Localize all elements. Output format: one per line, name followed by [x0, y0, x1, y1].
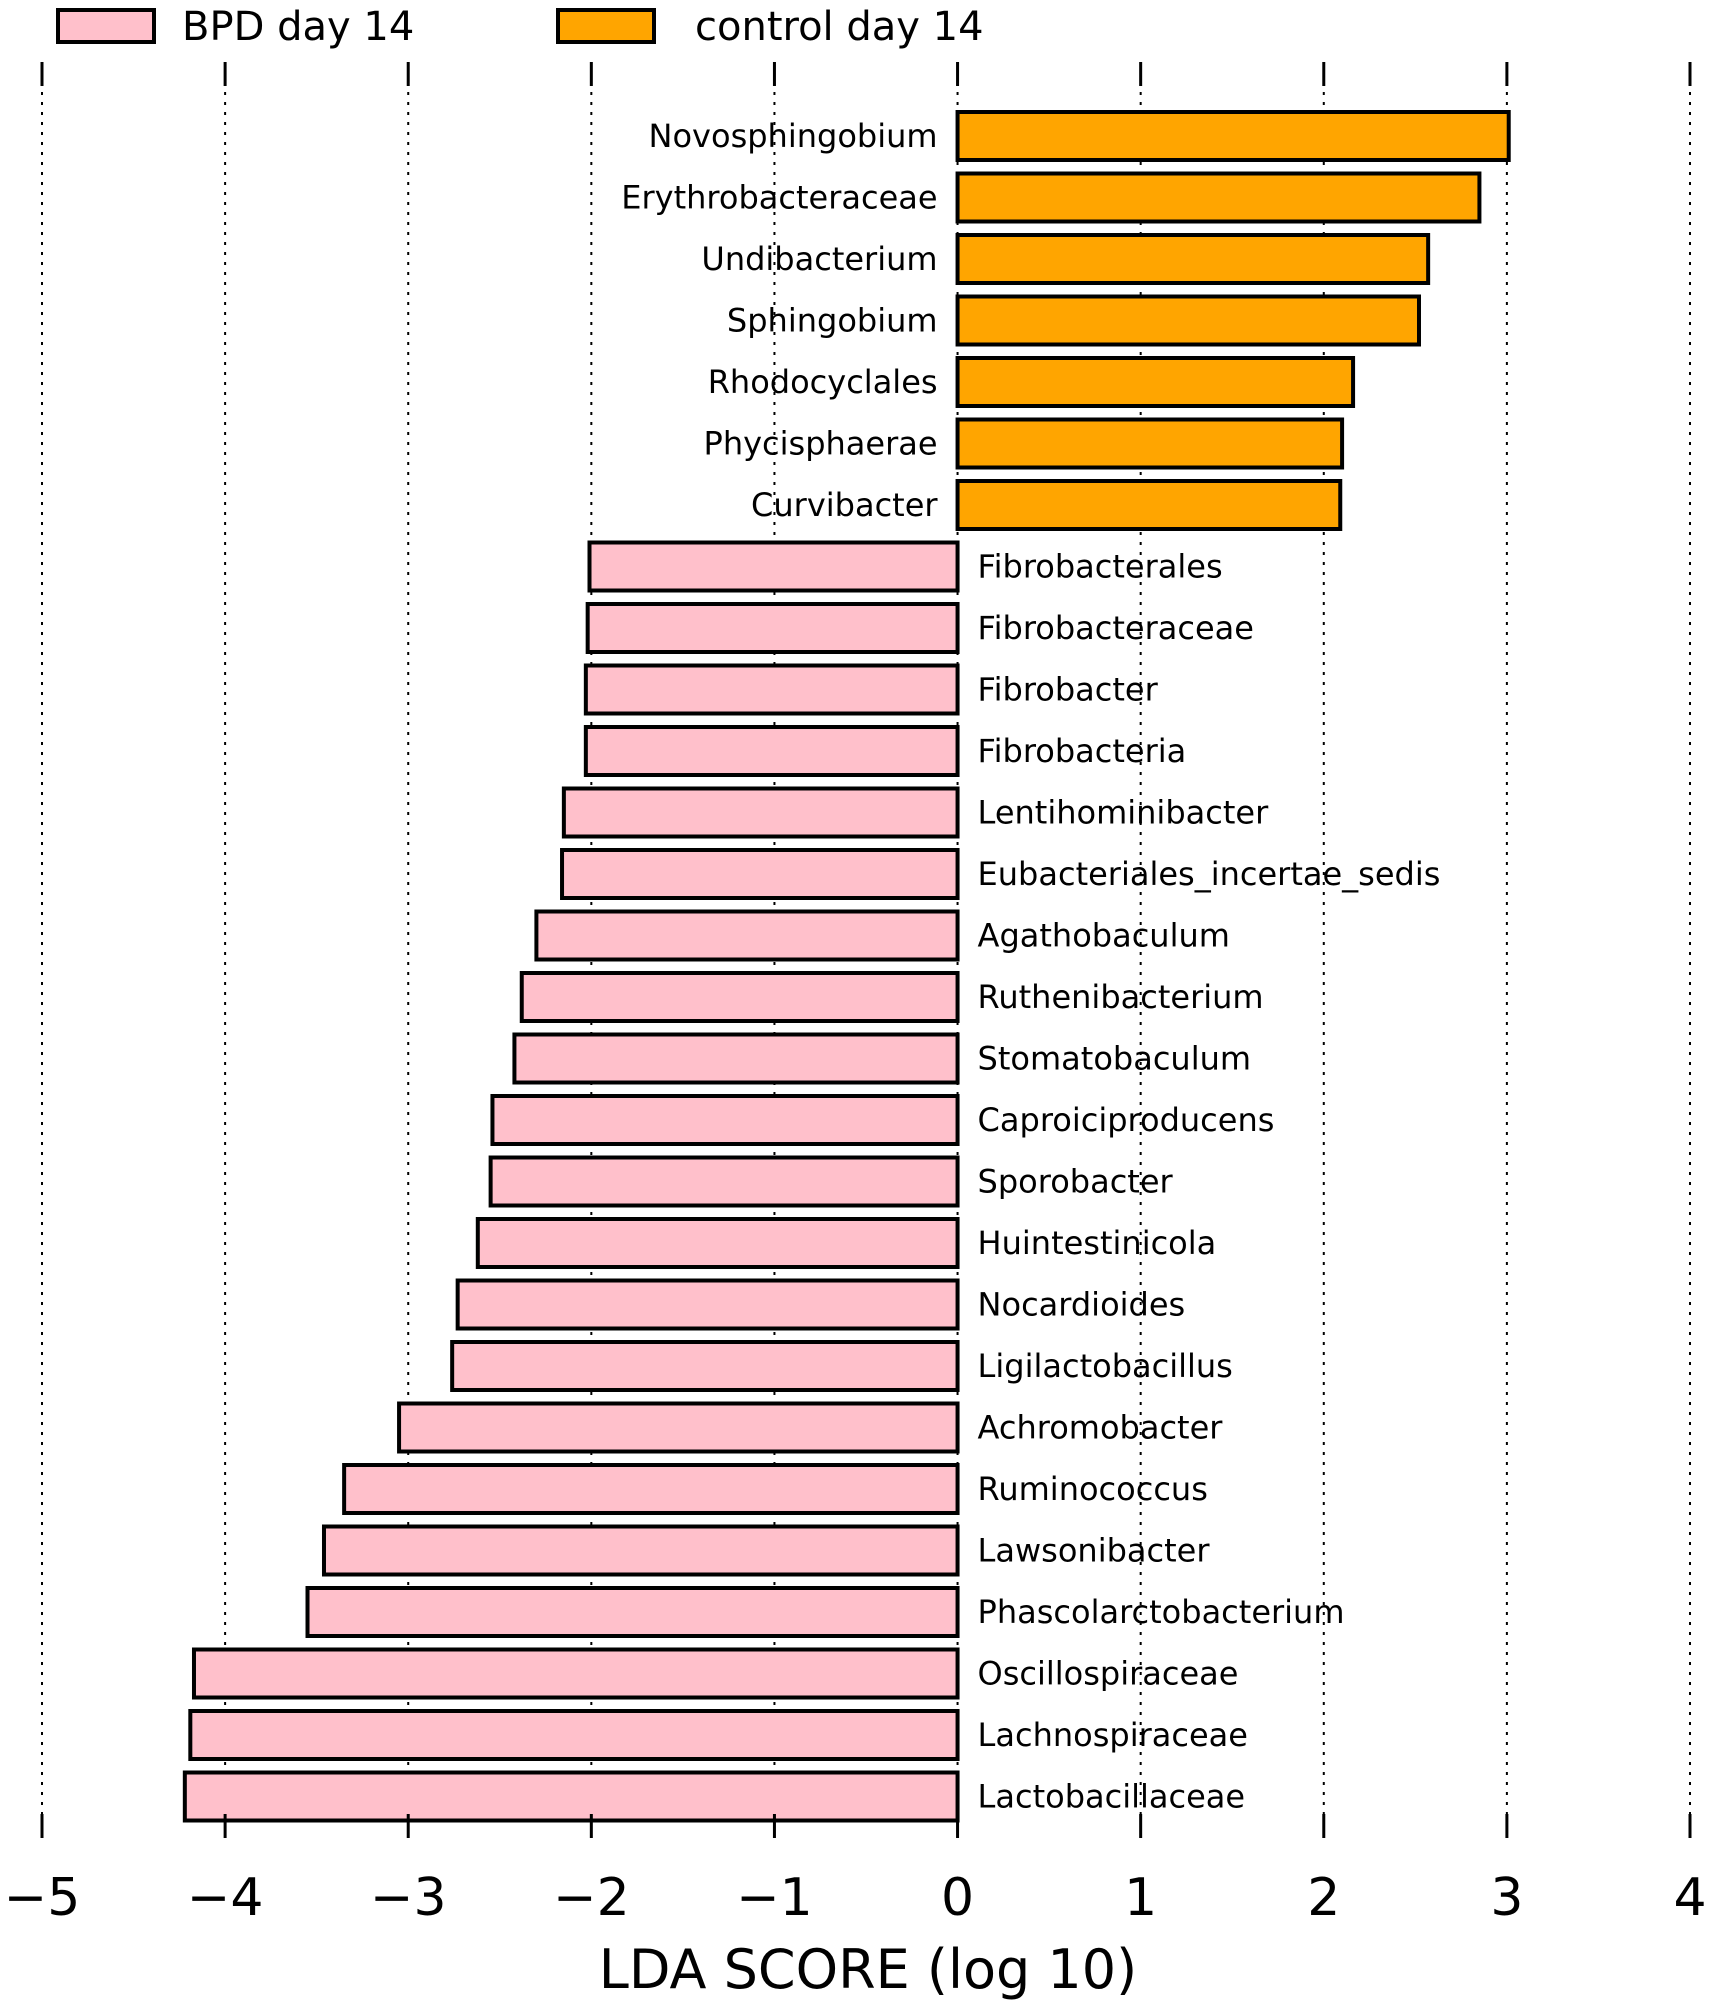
x-tick-label: 3: [1490, 1868, 1523, 1928]
bar-label: Oscillospiraceae: [978, 1655, 1239, 1693]
bar-labels-group: Novosphingobium Erythrobacteraceae Undibac…: [621, 117, 1440, 1816]
legend-label-bpd: BPD day 14: [182, 4, 414, 50]
bar: [321, 1524, 960, 1577]
bar-label: Caproiciproducens: [978, 1101, 1275, 1139]
bar-label: Sphingobium: [727, 302, 938, 340]
bar-label: Agathobaculum: [978, 917, 1230, 955]
bar-label: Ruminococcus: [978, 1470, 1208, 1508]
bar: [188, 1709, 960, 1761]
bar-label: Ligilactobacillus: [978, 1347, 1233, 1385]
bar: [342, 1463, 960, 1515]
legend-swatch-bpd: [56, 8, 156, 44]
bar: [397, 1401, 960, 1454]
x-tick-label: 1: [1124, 1868, 1157, 1928]
x-tick-label: 2: [1307, 1868, 1340, 1928]
bar: [955, 479, 1343, 531]
bar: [182, 1770, 960, 1823]
x-tick-label: −2: [553, 1868, 630, 1928]
bar: [955, 356, 1356, 408]
bar: [560, 848, 960, 900]
bar-label: Undibacterium: [701, 240, 937, 278]
bar-label: Novosphingobium: [649, 117, 938, 155]
x-tick-label: −1: [736, 1868, 813, 1928]
bar: [585, 602, 960, 654]
legend: BPD day 14 control day 14: [56, 4, 984, 50]
bar-label: Fibrobacteria: [978, 732, 1187, 770]
bar: [488, 1155, 960, 1208]
bar-label: Erythrobacteraceae: [621, 179, 937, 217]
x-tick-label: 4: [1673, 1868, 1706, 1928]
bar-label: Curvibacter: [751, 486, 938, 524]
x-tick-label: −4: [187, 1868, 264, 1928]
bar: [490, 1094, 960, 1146]
bar: [455, 1278, 960, 1331]
legend-swatch-control: [556, 8, 656, 44]
bar: [955, 417, 1345, 470]
bar-label: Fibrobacteraceae: [978, 609, 1254, 647]
bar-label: Achromobacter: [978, 1409, 1224, 1447]
x-tick-label: −5: [4, 1868, 81, 1928]
x-tick-label: 0: [941, 1868, 974, 1928]
x-axis-title: LDA SCORE (log 10): [599, 1938, 1137, 2001]
bar: [955, 110, 1511, 162]
bar: [955, 233, 1431, 285]
x-tick-label: −3: [370, 1868, 447, 1928]
bar: [534, 909, 960, 962]
bar: [955, 294, 1421, 347]
bar: [475, 1217, 960, 1269]
bar: [191, 1647, 960, 1700]
bar-label: Lentihominibacter: [978, 794, 1270, 832]
bar-label: Eubacteriales_incertae_sedis: [978, 855, 1441, 893]
bar-label: Phycisphaerae: [704, 425, 938, 463]
bar-label: Phascolarctobacterium: [978, 1593, 1345, 1631]
bar: [519, 971, 960, 1023]
bar: [450, 1340, 960, 1392]
bar-label: Ruthenibacterium: [978, 978, 1264, 1016]
bar-label: Nocardioides: [978, 1286, 1186, 1324]
bar: [583, 663, 960, 716]
bar: [587, 540, 960, 593]
bar-label: Fibrobacterales: [978, 548, 1223, 586]
legend-label-control: control day 14: [695, 4, 984, 50]
bar-label: Fibrobacter: [978, 671, 1159, 709]
bar: [305, 1586, 960, 1638]
bar-label: Rhodocyclales: [708, 363, 938, 401]
bars-group: [182, 110, 1511, 1823]
bar: [561, 786, 960, 839]
bar: [583, 725, 960, 777]
bar: [512, 1032, 960, 1085]
bar-label: Stomatobaculum: [978, 1040, 1251, 1078]
x-axis-ticks: −5 −4 −3 −2 −1 0 1 2 3 4: [4, 62, 1707, 1928]
bar: [955, 171, 1482, 224]
bar-label: Lachnospiraceae: [978, 1716, 1248, 1754]
bar-label: Lactobacillaceae: [978, 1778, 1246, 1816]
bar-label: Lawsonibacter: [978, 1532, 1211, 1570]
bar-label: Sporobacter: [978, 1163, 1174, 1201]
bar-label: Huintestinicola: [978, 1224, 1217, 1262]
